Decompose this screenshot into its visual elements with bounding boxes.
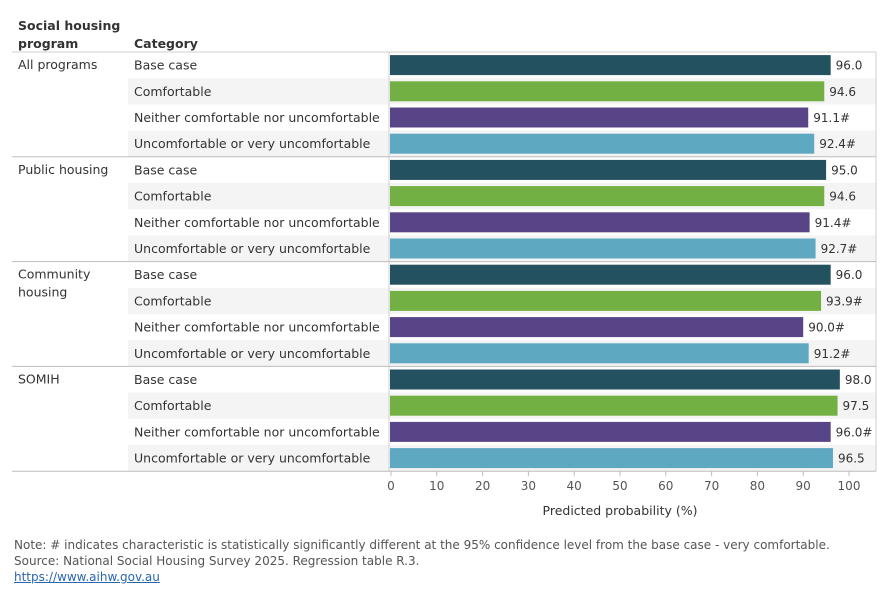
data-label: 91.2# <box>814 347 851 361</box>
x-tick-label: 80 <box>750 479 765 493</box>
category-label: Uncomfortable or very uncomfortable <box>134 451 371 466</box>
header-program: Social housing program <box>18 17 120 53</box>
program-label: housing <box>18 285 67 300</box>
x-tick-label: 60 <box>658 479 673 493</box>
x-tick-label: 50 <box>612 479 627 493</box>
data-label: 91.1# <box>813 111 850 125</box>
category-label: Comfortable <box>134 189 212 204</box>
data-label: 95.0 <box>831 163 858 177</box>
data-label: 94.6 <box>829 190 856 204</box>
program-label: Public housing <box>18 162 108 177</box>
program-label: All programs <box>18 57 97 72</box>
bar <box>390 186 825 207</box>
category-label: Neither comfortable nor uncomfortable <box>134 110 380 125</box>
header-program-line1: Social housing <box>18 18 121 33</box>
category-label: Uncomfortable or very uncomfortable <box>134 346 371 361</box>
footer: Note: # indicates characteristic is stat… <box>14 537 830 585</box>
x-tick-label: 90 <box>796 479 811 493</box>
x-tick-label: 30 <box>521 479 536 493</box>
category-label: Comfortable <box>134 398 212 413</box>
category-label: Neither comfortable nor uncomfortable <box>134 424 380 439</box>
x-axis-title: Predicted probability (%) <box>543 503 698 518</box>
data-label: 97.5 <box>843 399 870 413</box>
data-label: 96.0# <box>836 425 873 439</box>
bar <box>390 317 804 338</box>
category-label: Base case <box>134 162 197 177</box>
category-label: Uncomfortable or very uncomfortable <box>134 241 371 256</box>
bar <box>390 421 831 442</box>
bar <box>390 448 833 469</box>
bar <box>390 264 831 285</box>
category-label: Comfortable <box>134 293 212 308</box>
x-tick-label: 20 <box>475 479 490 493</box>
x-tick-label: 10 <box>429 479 444 493</box>
bar <box>390 290 822 311</box>
bar <box>390 81 825 102</box>
category-label: Comfortable <box>134 84 212 99</box>
bar <box>390 395 838 416</box>
category-label: Neither comfortable nor uncomfortable <box>134 320 380 335</box>
data-label: 94.6 <box>829 85 856 99</box>
data-label: 96.5 <box>838 452 865 466</box>
bar <box>390 55 831 76</box>
category-label: Neither comfortable nor uncomfortable <box>134 215 380 230</box>
header-category: Category <box>134 36 198 51</box>
data-label: 92.7# <box>821 242 858 256</box>
x-tick-label: 70 <box>704 479 719 493</box>
data-label: 92.4# <box>819 137 856 151</box>
bar <box>390 159 827 180</box>
footer-source: Source: National Social Housing Survey 2… <box>14 554 420 568</box>
x-tick-label: 0 <box>387 479 395 493</box>
data-label: 90.0# <box>808 321 845 335</box>
bar <box>390 133 815 154</box>
footer-link[interactable]: https://www.aihw.gov.au <box>14 570 160 584</box>
data-label: 96.0 <box>836 59 863 73</box>
x-tick-label: 40 <box>567 479 582 493</box>
bar-chart: All programs Base case 96.0 Comfortable 94.6… <box>12 51 877 518</box>
footer-note: Note: # indicates characteristic is stat… <box>14 538 830 552</box>
bar <box>390 343 809 364</box>
bar <box>390 107 809 128</box>
data-label: 93.9# <box>826 294 863 308</box>
header-program-line2: program <box>18 36 79 51</box>
x-tick-label: 100 <box>838 479 861 493</box>
category-label: Base case <box>134 372 197 387</box>
category-label: Uncomfortable or very uncomfortable <box>134 136 371 151</box>
bar <box>390 369 840 390</box>
data-label: 98.0 <box>845 373 872 387</box>
bar <box>390 238 816 259</box>
data-label: 91.4# <box>815 216 852 230</box>
program-label: SOMIH <box>18 371 60 386</box>
bar <box>390 212 810 233</box>
category-label: Base case <box>134 267 197 282</box>
program-label: Community <box>18 267 91 282</box>
data-label: 96.0 <box>836 268 863 282</box>
category-label: Base case <box>134 58 197 73</box>
